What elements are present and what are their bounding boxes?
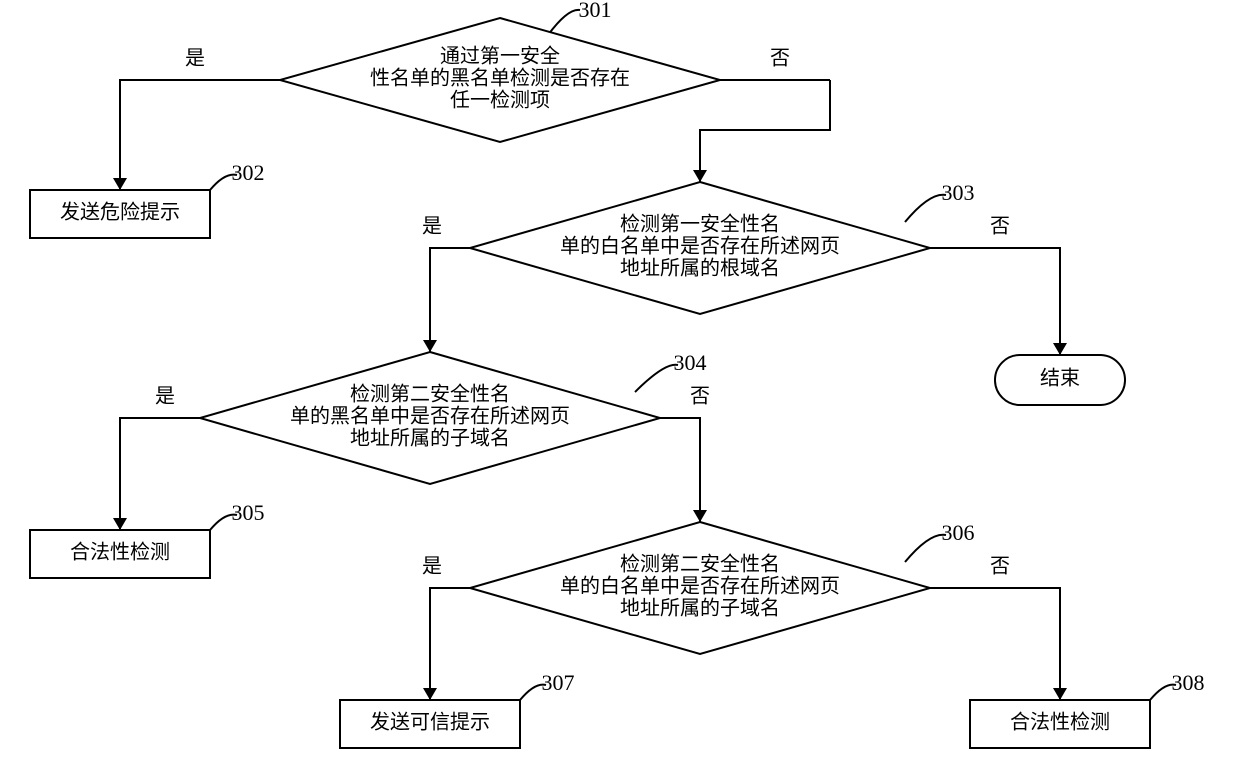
svg-text:发送可信提示: 发送可信提示	[370, 711, 490, 734]
svg-text:性名单的黑名单检测是否存在: 性名单的黑名单检测是否存在	[370, 67, 630, 90]
nodes-layer	[30, 18, 1150, 748]
edge-label-yes: 是	[422, 556, 442, 578]
edge-label-yes: 是	[185, 48, 205, 70]
edge-label-no: 否	[770, 48, 790, 70]
svg-text:结束: 结束	[1040, 367, 1080, 390]
svg-text:任一检测项: 任一检测项	[450, 89, 550, 112]
svg-text:单的白名单中是否存在所述网页: 单的白名单中是否存在所述网页	[560, 235, 840, 258]
step-leader-304	[635, 365, 678, 392]
svg-text:合法性检测: 合法性检测	[70, 541, 170, 564]
step-number-303: 303	[942, 180, 975, 205]
step-leader-306	[905, 535, 946, 562]
flowchart-canvas: 是否否是是否是否通过第一安全性名单的黑名单检测是否存在任一检测项301发送危险提…	[0, 0, 1240, 765]
step-number-308: 308	[1172, 670, 1205, 695]
flow-edge	[120, 418, 200, 530]
edge-label-yes: 是	[155, 386, 175, 408]
svg-text:检测第一安全性名: 检测第一安全性名	[620, 213, 780, 236]
flow-edge	[430, 588, 470, 700]
step-number-307: 307	[542, 670, 575, 695]
flow-edge	[700, 80, 830, 182]
step-number-306: 306	[942, 520, 975, 545]
svg-text:检测第二安全性名: 检测第二安全性名	[620, 553, 780, 576]
svg-text:单的黑名单中是否存在所述网页: 单的黑名单中是否存在所述网页	[290, 405, 570, 428]
svg-text:地址所属的根域名: 地址所属的根域名	[620, 257, 780, 280]
flow-edge	[930, 588, 1060, 700]
step-leader-303	[905, 195, 946, 222]
step-leader-301	[548, 10, 580, 35]
edge-label-no: 否	[990, 556, 1010, 578]
svg-text:单的白名单中是否存在所述网页: 单的白名单中是否存在所述网页	[560, 575, 840, 598]
step-number-301: 301	[579, 0, 612, 22]
step-number-305: 305	[232, 500, 265, 525]
step-number-304: 304	[674, 350, 707, 375]
svg-text:通过第一安全: 通过第一安全	[440, 45, 560, 68]
edge-label-yes: 是	[422, 216, 442, 238]
svg-text:发送危险提示: 发送危险提示	[60, 201, 180, 224]
flow-edge	[430, 248, 470, 352]
edge-label-no: 否	[690, 386, 710, 408]
svg-text:合法性检测: 合法性检测	[1010, 711, 1110, 734]
svg-text:地址所属的子域名: 地址所属的子域名	[350, 427, 510, 450]
flow-edge	[660, 418, 700, 522]
svg-text:检测第二安全性名: 检测第二安全性名	[350, 383, 510, 406]
svg-text:地址所属的子域名: 地址所属的子域名	[620, 597, 780, 620]
step-number-302: 302	[232, 160, 265, 185]
flow-edge	[930, 248, 1060, 355]
edge-label-no: 否	[990, 216, 1010, 238]
